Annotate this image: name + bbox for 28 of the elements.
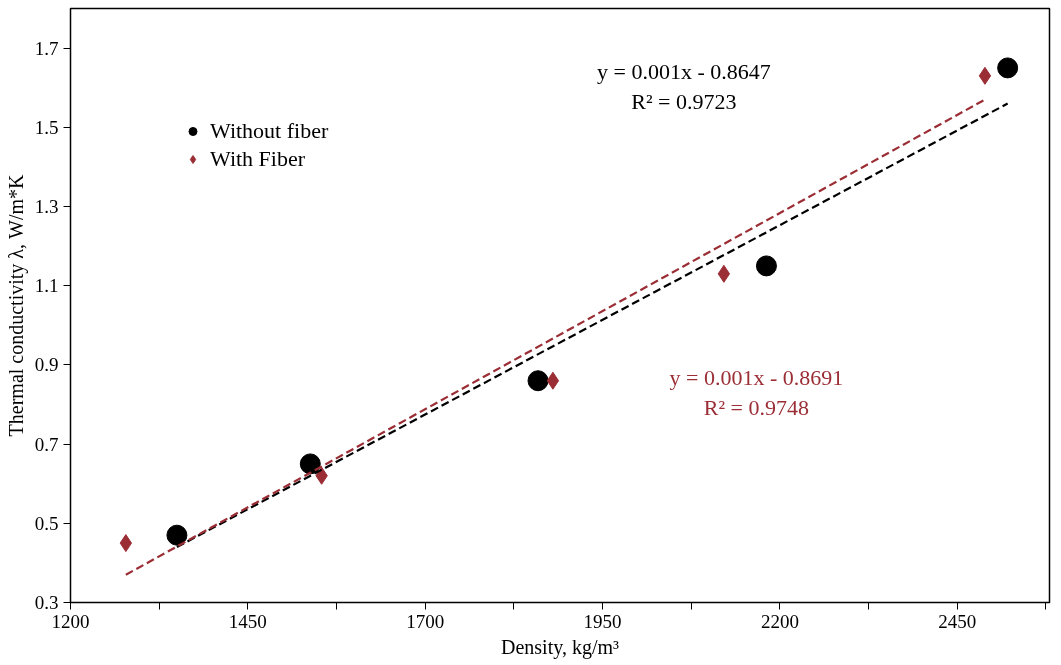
- y-tick-label: 1.7: [34, 37, 59, 59]
- point: [978, 66, 992, 85]
- x-tick-label: 2450: [938, 610, 977, 632]
- x-tick-label: 1200: [51, 610, 90, 632]
- y-axis-title: Thermal conductivity λ, W/m*K: [4, 174, 28, 437]
- y-tick-label: 0.9: [34, 354, 59, 376]
- point: [546, 371, 560, 390]
- point: [299, 453, 321, 475]
- point: [166, 524, 188, 546]
- x-axis-title: Density, kg/m³: [500, 635, 620, 659]
- legend-label: Without fiber: [210, 118, 329, 144]
- point: [997, 57, 1019, 79]
- annotation: y = 0.001x - 0.8647 R² = 0.9723: [597, 59, 771, 114]
- legend-label: With Fiber: [210, 146, 306, 172]
- y-tick-label: 0.3: [34, 592, 59, 613]
- y-tick-label: 1.3: [34, 196, 59, 217]
- annotation: y = 0.001x - 0.8691 R² = 0.9748: [669, 365, 844, 420]
- y-tick-label: 0.7: [34, 433, 59, 455]
- y-tick-label: 0.5: [34, 512, 59, 534]
- y-tick-label: 1.5: [34, 116, 59, 138]
- point: [527, 370, 549, 392]
- point: [755, 255, 777, 277]
- point: [717, 264, 731, 283]
- x-tick-label: 1950: [583, 610, 622, 632]
- x-tick-label: 1450: [228, 610, 267, 632]
- x-tick-label: 1700: [406, 610, 445, 632]
- y-tick-label: 1.1: [34, 275, 59, 297]
- x-tick-label: 2200: [760, 610, 799, 632]
